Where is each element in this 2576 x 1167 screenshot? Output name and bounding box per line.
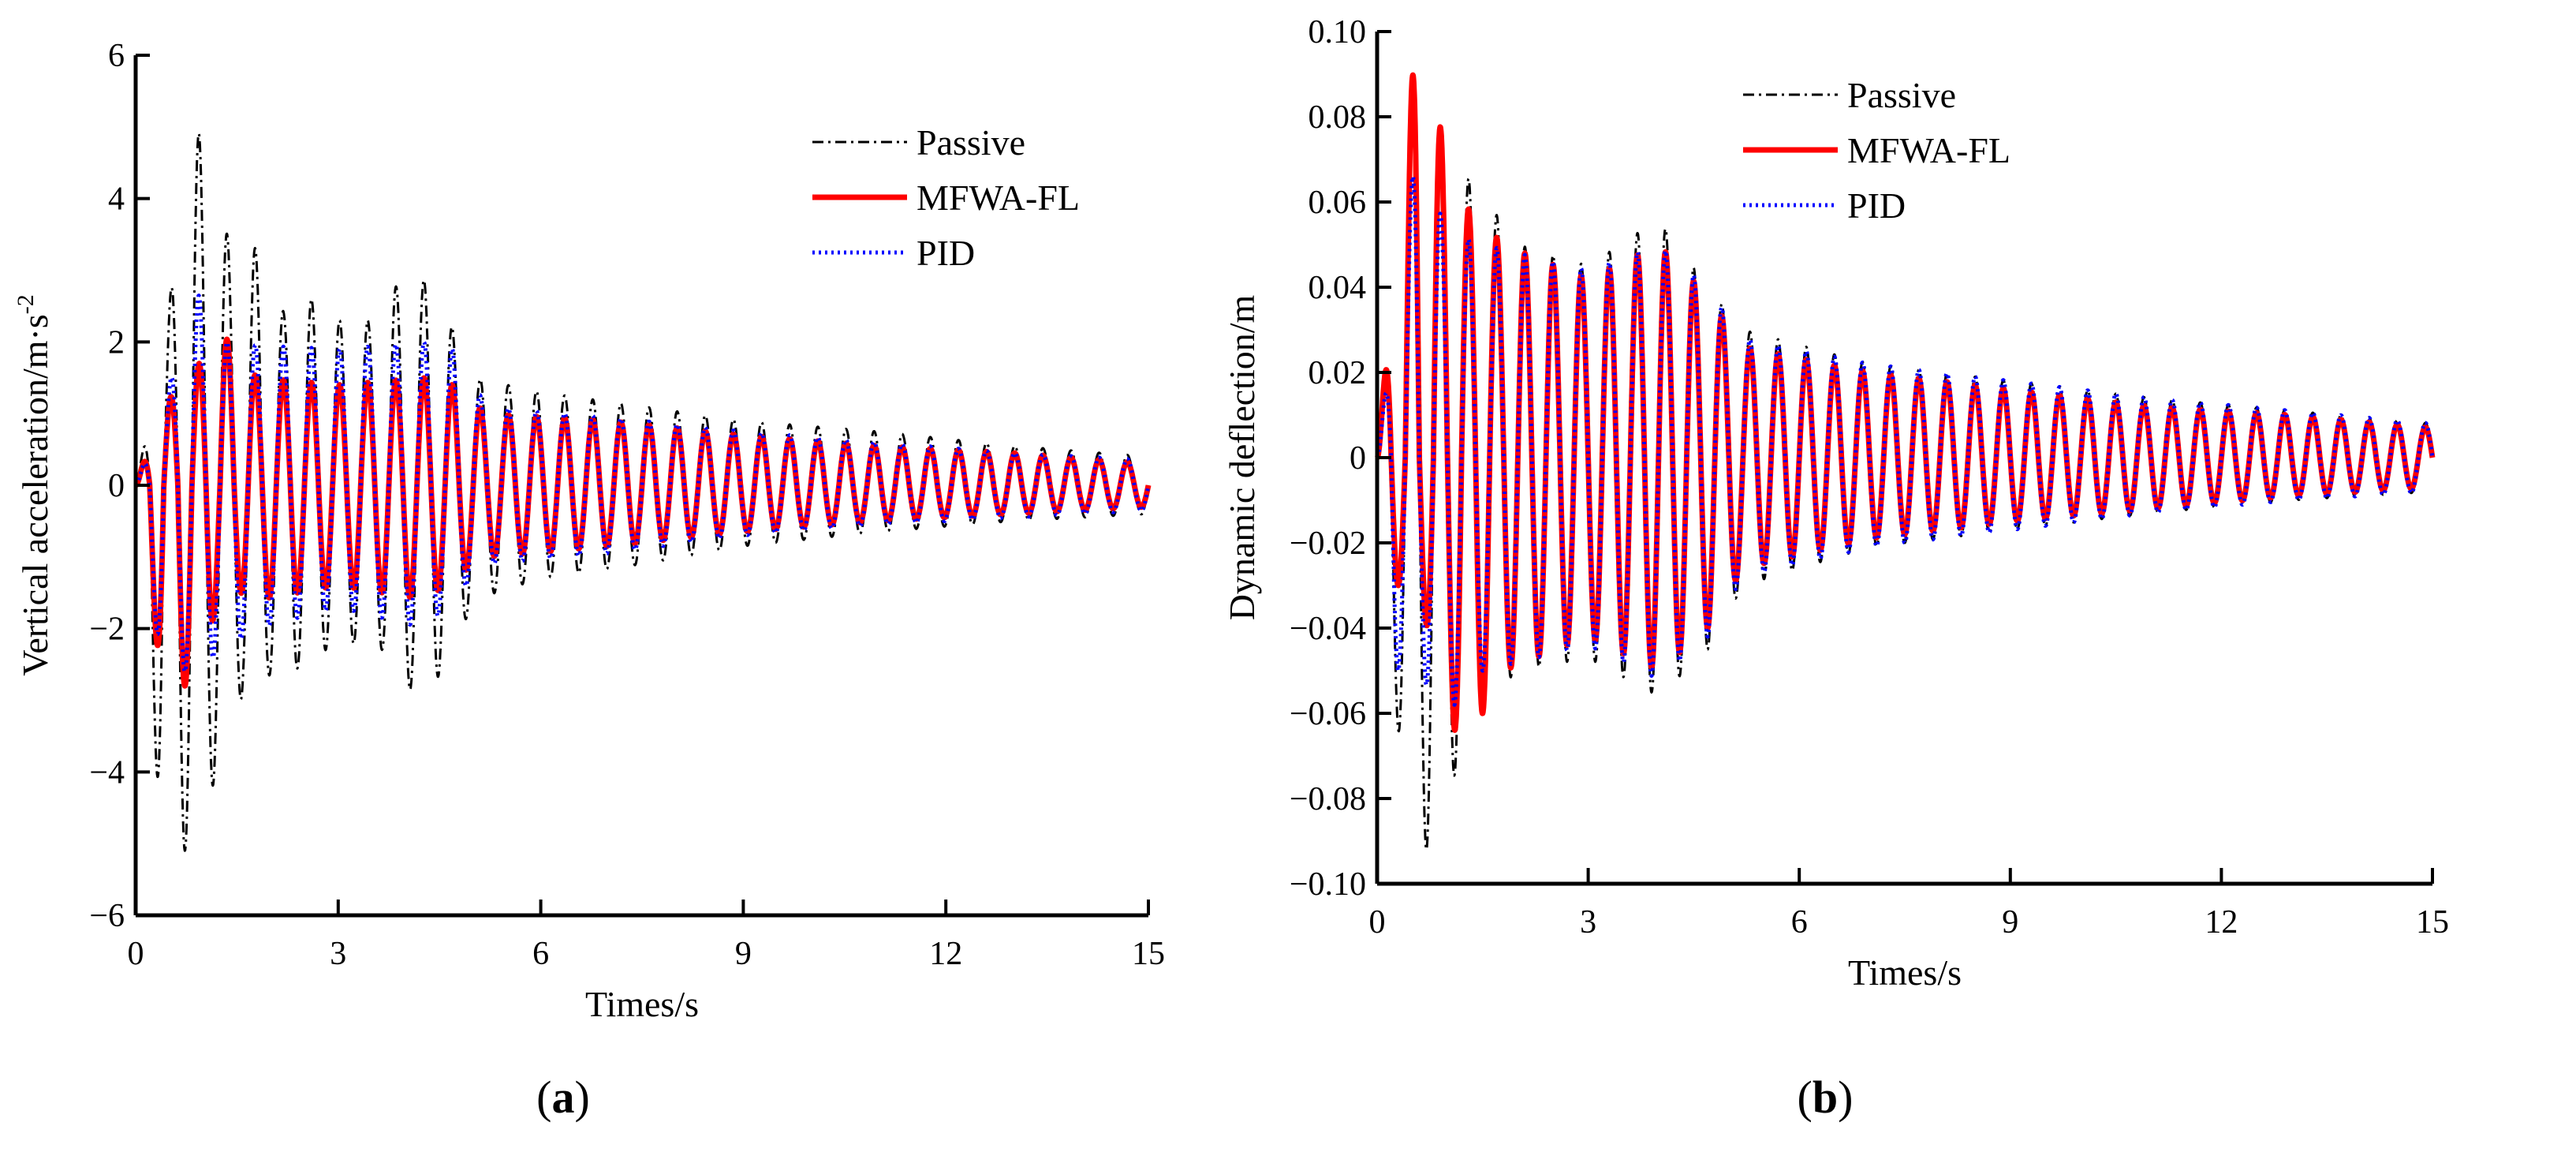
panel-label-close-paren: ): [1838, 1072, 1853, 1123]
y-tick-label: −6: [89, 898, 125, 934]
y-tick-label: −4: [89, 754, 125, 791]
legend-label: Passive: [917, 122, 1025, 163]
y-axis-title-text: Vertical acceleration/m·s: [15, 314, 55, 675]
panel-label: (a): [536, 1072, 590, 1123]
y-tick-label: 0: [1350, 440, 1366, 477]
legend-label: MFWA-FL: [1847, 130, 2010, 170]
x-tick-label: 3: [1580, 904, 1596, 941]
y-tick-label: 6: [108, 38, 125, 74]
y-axis-title-superscript: -2: [13, 294, 39, 314]
panel-label-letter: a: [552, 1072, 575, 1123]
y-tick-label: 0.06: [1309, 185, 1367, 221]
y-tick-label: 0.02: [1309, 355, 1367, 391]
x-tick-label: 6: [532, 936, 549, 972]
y-tick-label: −2: [89, 612, 125, 648]
x-tick-label: 12: [929, 936, 962, 972]
legend-label: PID: [917, 233, 975, 273]
x-tick-label: 12: [2205, 904, 2238, 941]
x-tick-label: 3: [330, 936, 346, 972]
y-tick-label: 4: [108, 181, 125, 218]
x-tick-label: 9: [735, 936, 752, 972]
y-tick-label: 0.04: [1309, 270, 1367, 306]
legend-label: MFWA-FL: [917, 178, 1080, 218]
y-tick-label: 2: [108, 324, 125, 361]
y-tick-label: 0.08: [1309, 99, 1367, 136]
x-tick-label: 15: [2416, 904, 2449, 941]
y-axis-title-text: Dynamic deflection/m: [1222, 294, 1262, 620]
legend: Passive MFWA-FL PID: [812, 122, 1080, 273]
y-tick-label: −0.02: [1290, 526, 1366, 562]
panel-label-open-paren: (: [1798, 1072, 1813, 1123]
panel-label: (b): [1798, 1072, 1854, 1123]
y-tick-label: 0: [108, 468, 125, 504]
y-tick-label: −0.10: [1290, 866, 1366, 903]
series-line-pid: [133, 294, 1151, 674]
y-tick-label: 0.10: [1309, 14, 1367, 50]
series-line-pid: [1375, 174, 2435, 707]
panel-label-letter: b: [1813, 1072, 1838, 1123]
x-tick-label: 15: [1132, 936, 1165, 972]
panel-label-close-paren: ): [575, 1072, 590, 1123]
x-axis-title: Times/s: [1848, 952, 1962, 993]
y-tick-label: −0.04: [1290, 611, 1366, 647]
y-tick-label: −0.06: [1290, 696, 1366, 732]
legend-label: PID: [1847, 185, 1906, 226]
y-axis-title: Vertical acceleration/m·s-2: [13, 294, 55, 675]
panel-label-open-paren: (: [536, 1072, 551, 1123]
chart-b: 0.10 0.08 0.06 0.04 0.02 0 −0.02 −0.04 −0.06 −0.0…: [1222, 14, 2449, 1123]
y-tick-label: −0.08: [1290, 781, 1366, 817]
series-line-mfwa-fl: [1374, 72, 2436, 733]
legend: Passive MFWA-FL PID: [1743, 75, 2010, 226]
y-axis-title: Dynamic deflection/m: [1222, 294, 1262, 620]
x-tick-label: 6: [1791, 904, 1808, 941]
x-tick-label: 9: [2002, 904, 2018, 941]
x-axis-title: Times/s: [585, 984, 699, 1024]
x-tick-label: 0: [128, 936, 144, 972]
legend-label: Passive: [1847, 75, 1956, 115]
x-tick-label: 0: [1369, 904, 1386, 941]
